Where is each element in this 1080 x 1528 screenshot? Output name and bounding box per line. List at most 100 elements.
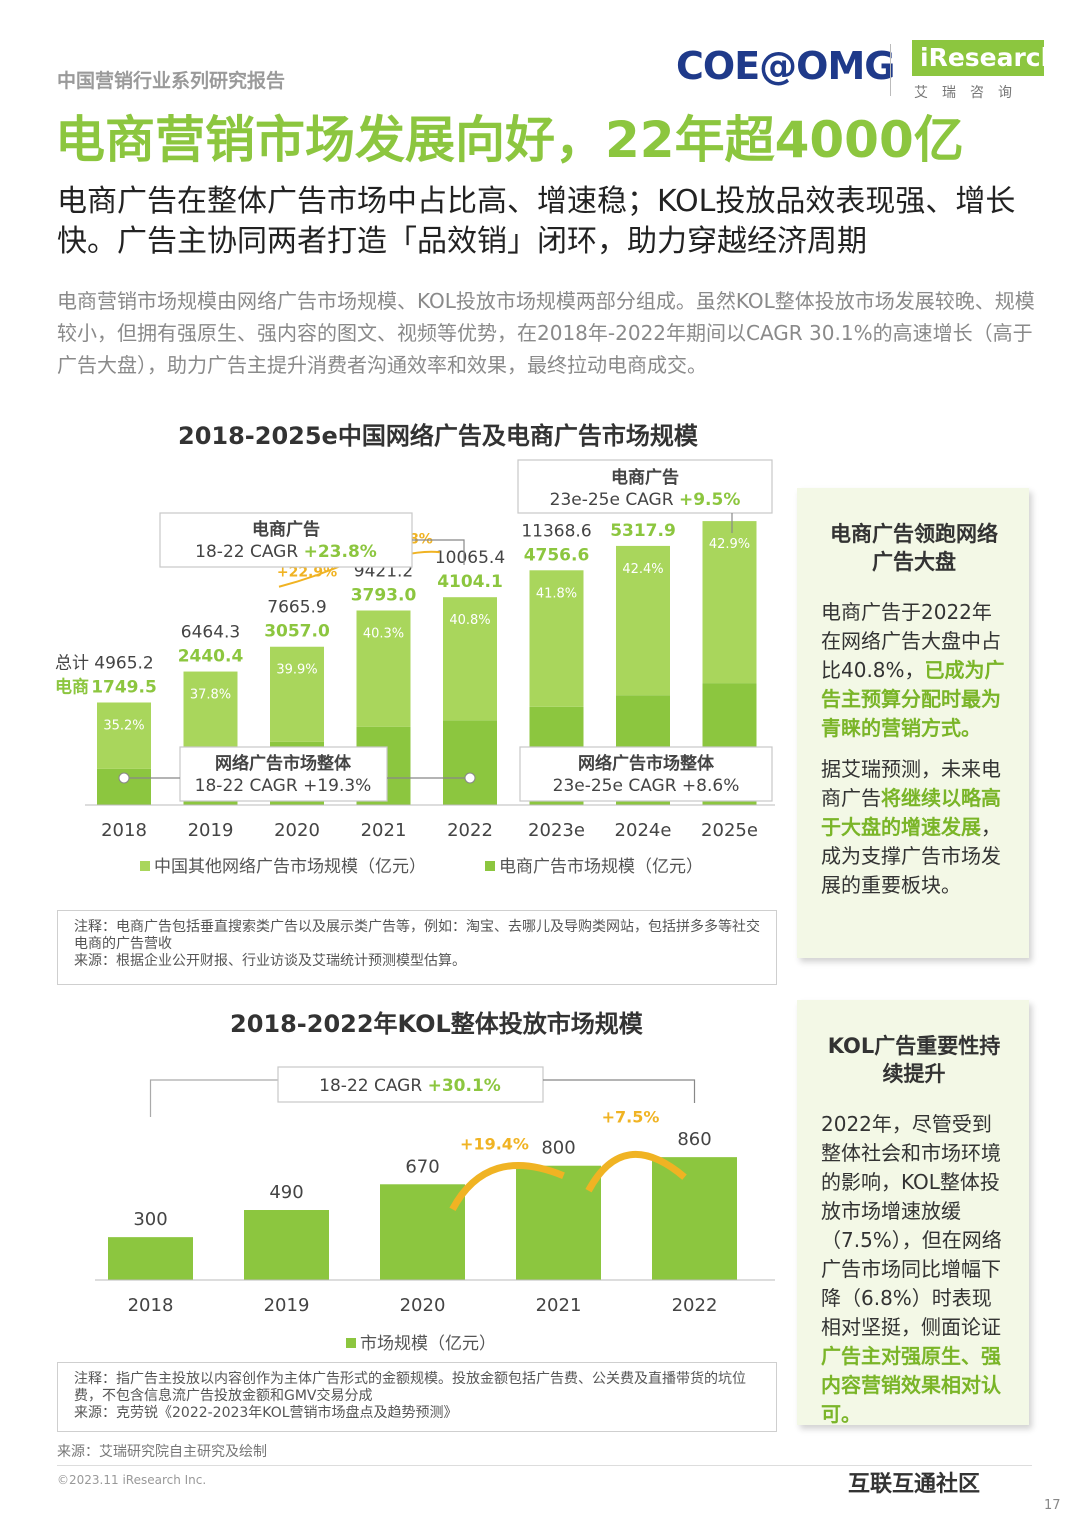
other-network-ad-bar (270, 646, 324, 742)
side1-p1-text: 电商广告于2022年在网络广告大盘中占比40.8%， (821, 600, 1001, 682)
share-label: 39.9% (276, 663, 317, 678)
x-tick-label: 2024e (615, 820, 672, 841)
other-network-ad-bar (443, 597, 497, 721)
net-fore-cagr-text: 23e-25e CAGR +8.6% (553, 776, 740, 796)
net-hist-cagr-box (179, 746, 388, 802)
cagr-connector-left (149, 1079, 278, 1117)
ecom-fore-cagr-title: 电商广告 (611, 467, 679, 488)
ecom-hist-cagr-text-value: +23.8% (304, 542, 377, 562)
legend-other-swatch (140, 861, 150, 871)
side1-p2-text-end: ，成为支撑广告市场发展的重要板块。 (821, 815, 1001, 897)
x-tick-label: 2021 (361, 820, 407, 841)
legend-other-label: 中国其他网络广告市场规模（亿元） (154, 857, 426, 877)
kol-value-label: 800 (541, 1138, 575, 1159)
report-series-label: 中国营销行业系列研究报告 (57, 70, 286, 92)
side1-p1-highlight: 已成为广告主预算分配时最为青睐的营销方式。 (821, 658, 1005, 740)
ecom-fore-cagr-text-prefix: 23e-25e CAGR (550, 490, 679, 510)
ecom-fore-cagr-text: 23e-25e CAGR +9.5% (550, 490, 741, 510)
growth-arc-2022 (585, 1151, 687, 1193)
net-hist-end-dot (464, 772, 476, 784)
ecom-fore-cagr-box (517, 459, 773, 514)
page-subtitle: 电商广告在整体广告市场中占比高、增速稳；KOL投放品效表现强、增长快。广告主协同… (57, 184, 1016, 259)
x-tick-label: 2018 (101, 820, 147, 841)
x-tick-label: 2019 (188, 820, 234, 841)
legend-ecommerce-swatch (485, 861, 495, 871)
kol-bar (380, 1184, 465, 1280)
side2-p1-text: 2022年，尽管受到整体社会和市场环境的影响，KOL整体投放市场增速放缓（7.5… (821, 1112, 1002, 1339)
ecom-hist-cagr-text: 18-22 CAGR +23.8% (195, 542, 377, 562)
ecommerce-value-label: 4756.6 (524, 545, 590, 565)
kol-bar (516, 1165, 601, 1280)
total-value-label: 6464.3 (181, 623, 240, 643)
kol-cagr-text-prefix: 18-22 CAGR (319, 1076, 427, 1096)
side-panel-kol-title: KOL广告重要性持续提升 (827, 1034, 1001, 1086)
share-label: 37.8% (190, 688, 231, 703)
x-tick-label: 2020 (400, 1295, 446, 1316)
x-tick-label: 2025e (701, 820, 758, 841)
x-tick-label: 2020 (274, 820, 320, 841)
kol-value-label: 300 (133, 1209, 167, 1230)
x-tick-label: 2022 (447, 820, 493, 841)
total-value-label: 4965.2 (94, 653, 153, 673)
x-tick-label: 2021 (536, 1295, 582, 1316)
ecom-fore-cagr-text-value: +9.5% (679, 490, 740, 510)
coe-omg-logo: COE@OMG (676, 44, 895, 88)
ecom-hist-connector (412, 539, 465, 565)
ecom-hist-cagr-text-prefix: 18-22 CAGR (195, 542, 303, 562)
net-hist-cagr-text: 18-22 CAGR +19.3% (195, 776, 372, 796)
total-value-label: 10065.4 (435, 548, 505, 568)
ecommerce-value-label: 3057.0 (264, 622, 330, 642)
ecom-hist-cagr-title: 电商广告 (252, 519, 320, 540)
other-network-ad-bar (356, 610, 411, 727)
ecommerce-bar (443, 720, 497, 805)
copyright: ©2023.11 iResearch Inc. (57, 1473, 207, 1487)
total-prefix-label: 总计 (55, 653, 89, 673)
page-source: 来源：艾瑞研究院自主研究及绘制 (57, 1444, 267, 1460)
x-tick-label: 2023e (528, 820, 585, 841)
side-panel-ecommerce: 电商广告领跑网络广告大盘 电商广告于2022年在网络广告大盘中占比40.8%，已… (797, 488, 1029, 958)
legend-kol-swatch (346, 1338, 356, 1348)
chart1-note: 注释：电商广告包括垂直搜索类广告以及展示类广告等，例如：淘宝、去哪儿及导购类网站… (74, 919, 760, 952)
growth-arc-2021 (449, 1161, 565, 1211)
ecom-hist-cagr-box (159, 512, 413, 568)
x-tick-label: 2018 (128, 1295, 174, 1316)
growth-label-2021: +19.4% (460, 1134, 529, 1153)
chart1-note-box: 注释：电商广告包括垂直搜索类广告以及展示类广告等，例如：淘宝、去哪儿及导购类网站… (57, 910, 777, 985)
ecommerce-prefix-label: 电商 (55, 676, 89, 697)
footer-divider (57, 1465, 1032, 1466)
watermark: 互联互通社区 (848, 1472, 981, 1497)
ecommerce-value-label: 5317.9 (610, 521, 676, 541)
share-label: 42.9% (709, 537, 750, 552)
cagr-connector-right (543, 1079, 696, 1103)
side1-p2-text: 据艾瑞预测，未来电商广告 (821, 757, 1001, 810)
share-label: 40.8% (449, 613, 490, 628)
kol-cagr-text: 18-22 CAGR +30.1% (319, 1076, 501, 1096)
other-network-ad-bar (183, 671, 238, 755)
growth-label-2021: +22.9% (277, 565, 337, 581)
other-network-ad-bar (616, 545, 670, 696)
ecommerce-value-label: 3793.0 (351, 585, 417, 605)
total-value-label: 11368.6 (521, 521, 591, 541)
iresearch-logo-subtitle: 艾瑞咨询 (914, 85, 1026, 101)
share-label: 41.8% (536, 586, 577, 601)
chart2-title: 2018-2022年KOL整体投放市场规模 (230, 1010, 643, 1038)
ecommerce-value-label: 1749.5 (91, 677, 157, 697)
other-network-ad-bar (702, 521, 757, 684)
kol-bar (244, 1210, 329, 1280)
chart1-svg: 35.2% 1749.5 4965.2 2018 37.8% 2440.4 6464.3 20… (55, 459, 775, 877)
share-label: 40.3% (363, 626, 404, 641)
kol-value-label: 490 (269, 1182, 303, 1203)
side-panel-ecommerce-p1: 电商广告于2022年在网络广告大盘中占比40.8%，已成为广告主预算分配时最为青… (821, 598, 1007, 743)
kol-value-label: 860 (677, 1129, 711, 1150)
kol-bar (108, 1237, 193, 1280)
chart2-svg: 300 2018 490 2019 670 2020 800 2021 860 2022 +19.4… (95, 1066, 775, 1354)
chart2-note: 注释：指广告主投放以内容创作为主体广告形式的金额规模。投放金额包括广告费、公关费… (74, 1371, 746, 1404)
net-hist-cagr-title: 网络广告市场整体 (215, 753, 352, 774)
ecommerce-value-label: 2440.4 (178, 647, 244, 667)
x-tick-label: 2019 (264, 1295, 310, 1316)
net-hist-start-dot (118, 772, 130, 784)
ecommerce-value-label: 4104.1 (437, 572, 503, 592)
side1-p2-highlight: 将继续以略高于大盘的增速发展 (821, 786, 1001, 839)
kol-cagr-box (277, 1066, 544, 1103)
side-panel-kol: KOL广告重要性持续提升 2022年，尽管受到整体社会和市场环境的影响，KOL整… (797, 1000, 1029, 1426)
